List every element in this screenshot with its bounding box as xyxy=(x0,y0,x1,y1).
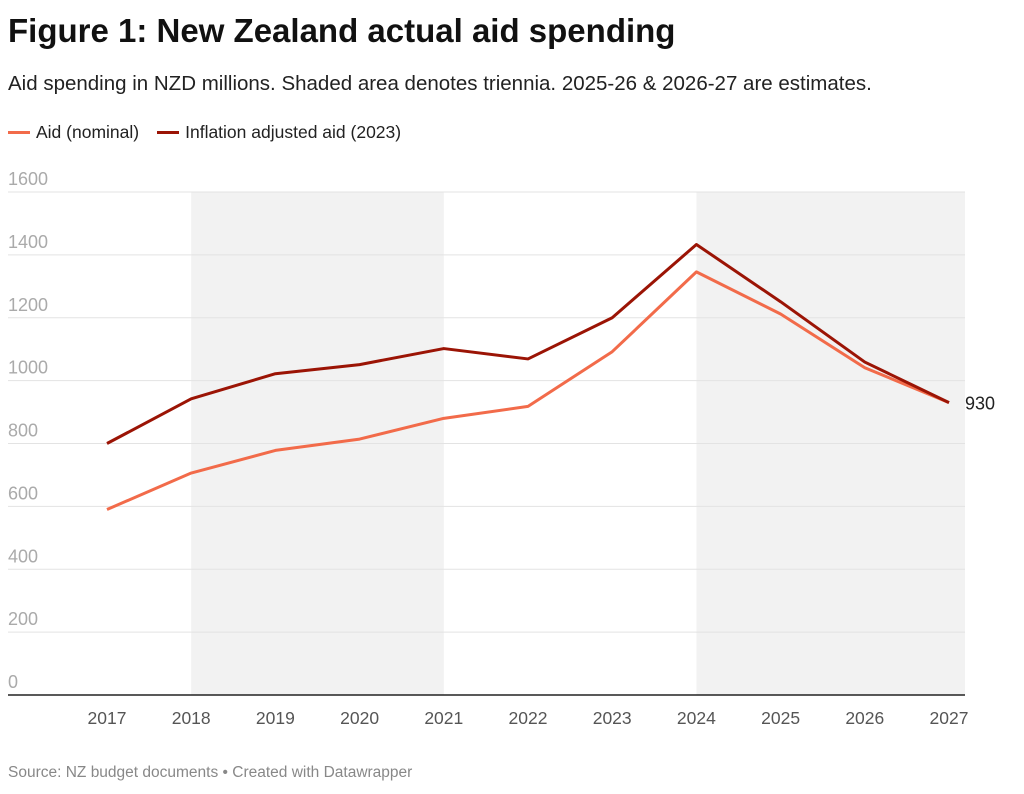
series-line-nominal xyxy=(106,270,950,511)
legend: Aid (nominal) Inflation adjusted aid (20… xyxy=(8,122,401,143)
x-tick-label: 2023 xyxy=(593,708,632,728)
chart-subtitle: Aid spending in NZD millions. Shaded are… xyxy=(8,72,872,95)
source-note: Source: NZ budget documents • Created wi… xyxy=(8,764,413,781)
legend-item-nominal: Aid (nominal) xyxy=(8,122,139,143)
legend-label-inflation-adjusted: Inflation adjusted aid (2023) xyxy=(185,122,402,142)
chart-title: Figure 1: New Zealand actual aid spendin… xyxy=(8,12,676,49)
y-tick-label: 1200 xyxy=(8,295,48,315)
x-tick-label: 2018 xyxy=(172,708,211,728)
x-tick-label: 2024 xyxy=(677,708,716,728)
y-tick-label: 1000 xyxy=(8,358,48,378)
legend-item-inflation-adjusted: Inflation adjusted aid (2023) xyxy=(157,122,401,143)
end-value-label: 930 xyxy=(965,394,995,414)
legend-swatch-nominal xyxy=(8,131,30,134)
x-tick-label: 2019 xyxy=(256,708,295,728)
x-tick-label: 2022 xyxy=(509,708,548,728)
y-tick-label: 400 xyxy=(8,546,38,566)
x-tick-label: 2025 xyxy=(761,708,800,728)
y-tick-label: 0 xyxy=(8,672,18,692)
x-tick-label: 2020 xyxy=(340,708,379,728)
x-tick-label: 2026 xyxy=(845,708,884,728)
x-tick-label: 2017 xyxy=(88,708,127,728)
x-tick-label: 2027 xyxy=(930,708,969,728)
x-tick-label: 2021 xyxy=(424,708,463,728)
legend-swatch-inflation-adjusted xyxy=(157,131,180,134)
y-tick-label: 1600 xyxy=(8,169,48,189)
legend-label-nominal: Aid (nominal) xyxy=(36,122,140,142)
y-tick-label: 600 xyxy=(8,483,38,503)
y-tick-label: 200 xyxy=(8,609,38,629)
series-line-inflation-adjusted xyxy=(106,243,950,445)
y-tick-label: 1400 xyxy=(8,232,48,252)
y-tick-label: 800 xyxy=(8,421,38,441)
